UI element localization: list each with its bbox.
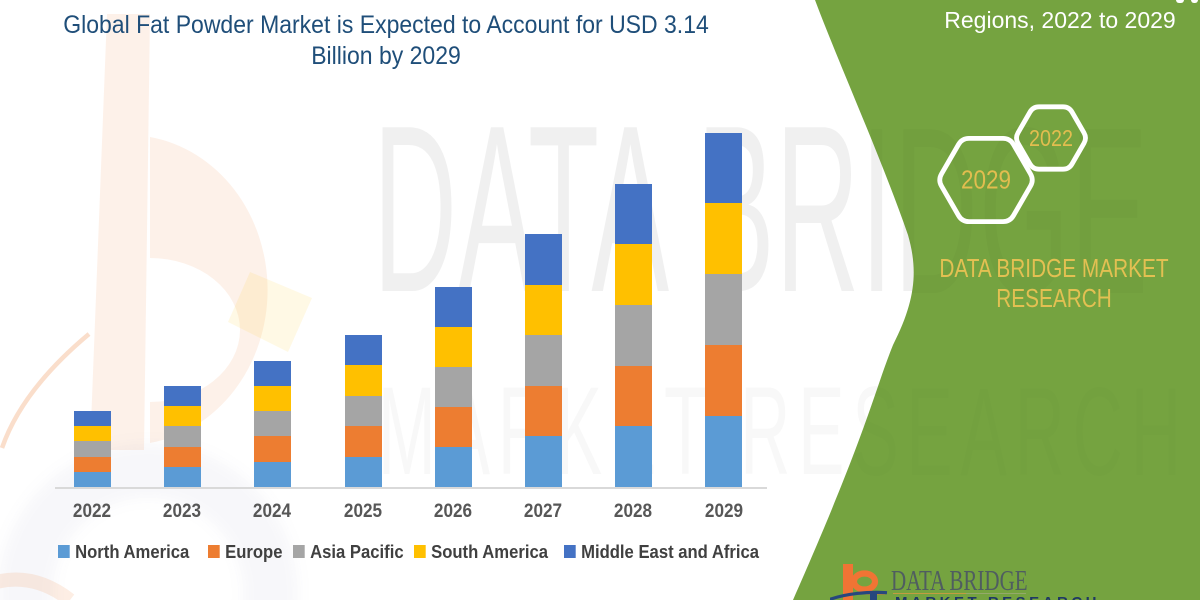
svg-text:MARKET RESEARCH: MARKET RESEARCH — [378, 363, 1189, 503]
svg-text:2029: 2029 — [961, 165, 1011, 195]
svg-text:2022: 2022 — [1029, 125, 1073, 151]
